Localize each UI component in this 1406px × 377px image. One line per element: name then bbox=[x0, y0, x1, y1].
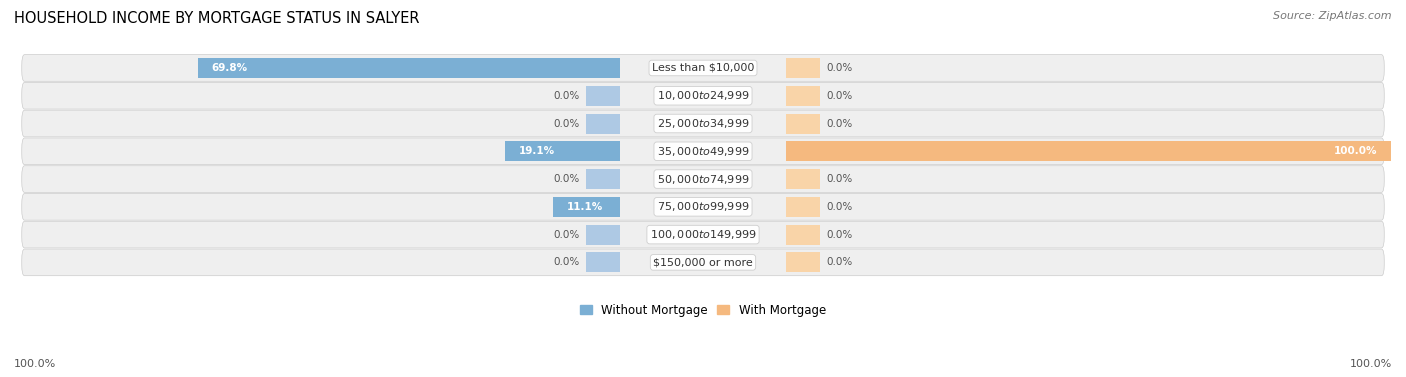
FancyBboxPatch shape bbox=[21, 249, 1385, 276]
Bar bbox=[553, 197, 620, 217]
Bar bbox=[586, 86, 620, 106]
Bar bbox=[786, 252, 820, 272]
Bar bbox=[786, 113, 820, 133]
Text: Less than $10,000: Less than $10,000 bbox=[652, 63, 754, 73]
Bar bbox=[786, 141, 1391, 161]
Text: 100.0%: 100.0% bbox=[1350, 359, 1392, 369]
Text: $10,000 to $24,999: $10,000 to $24,999 bbox=[657, 89, 749, 102]
Text: 0.0%: 0.0% bbox=[553, 257, 579, 267]
Bar bbox=[786, 169, 820, 189]
Text: 0.0%: 0.0% bbox=[553, 174, 579, 184]
Bar bbox=[586, 113, 620, 133]
Bar bbox=[586, 169, 620, 189]
Bar bbox=[198, 58, 620, 78]
FancyBboxPatch shape bbox=[21, 221, 1385, 248]
Text: $50,000 to $74,999: $50,000 to $74,999 bbox=[657, 173, 749, 185]
Text: $25,000 to $34,999: $25,000 to $34,999 bbox=[657, 117, 749, 130]
Bar bbox=[505, 141, 620, 161]
FancyBboxPatch shape bbox=[21, 166, 1385, 192]
Text: 0.0%: 0.0% bbox=[827, 202, 853, 212]
Text: 0.0%: 0.0% bbox=[827, 91, 853, 101]
Text: 0.0%: 0.0% bbox=[553, 230, 579, 240]
Legend: Without Mortgage, With Mortgage: Without Mortgage, With Mortgage bbox=[575, 299, 831, 321]
Text: 19.1%: 19.1% bbox=[519, 146, 555, 156]
Text: $35,000 to $49,999: $35,000 to $49,999 bbox=[657, 145, 749, 158]
FancyBboxPatch shape bbox=[21, 55, 1385, 81]
Bar bbox=[586, 252, 620, 272]
Text: $75,000 to $99,999: $75,000 to $99,999 bbox=[657, 200, 749, 213]
FancyBboxPatch shape bbox=[21, 138, 1385, 165]
Text: 0.0%: 0.0% bbox=[827, 174, 853, 184]
Text: 0.0%: 0.0% bbox=[553, 118, 579, 129]
Bar bbox=[786, 197, 820, 217]
FancyBboxPatch shape bbox=[21, 110, 1385, 137]
Text: Source: ZipAtlas.com: Source: ZipAtlas.com bbox=[1274, 11, 1392, 21]
Text: $150,000 or more: $150,000 or more bbox=[654, 257, 752, 267]
Text: 0.0%: 0.0% bbox=[827, 118, 853, 129]
Bar bbox=[786, 58, 820, 78]
Text: 100.0%: 100.0% bbox=[1334, 146, 1378, 156]
FancyBboxPatch shape bbox=[21, 83, 1385, 109]
Text: 100.0%: 100.0% bbox=[14, 359, 56, 369]
Text: 0.0%: 0.0% bbox=[553, 91, 579, 101]
Text: $100,000 to $149,999: $100,000 to $149,999 bbox=[650, 228, 756, 241]
Bar bbox=[786, 225, 820, 245]
Text: 0.0%: 0.0% bbox=[827, 63, 853, 73]
Text: 0.0%: 0.0% bbox=[827, 257, 853, 267]
Text: 0.0%: 0.0% bbox=[827, 230, 853, 240]
Bar bbox=[786, 86, 820, 106]
Text: 69.8%: 69.8% bbox=[211, 63, 247, 73]
Text: 11.1%: 11.1% bbox=[567, 202, 603, 212]
Text: HOUSEHOLD INCOME BY MORTGAGE STATUS IN SALYER: HOUSEHOLD INCOME BY MORTGAGE STATUS IN S… bbox=[14, 11, 419, 26]
FancyBboxPatch shape bbox=[21, 193, 1385, 220]
Bar bbox=[586, 225, 620, 245]
